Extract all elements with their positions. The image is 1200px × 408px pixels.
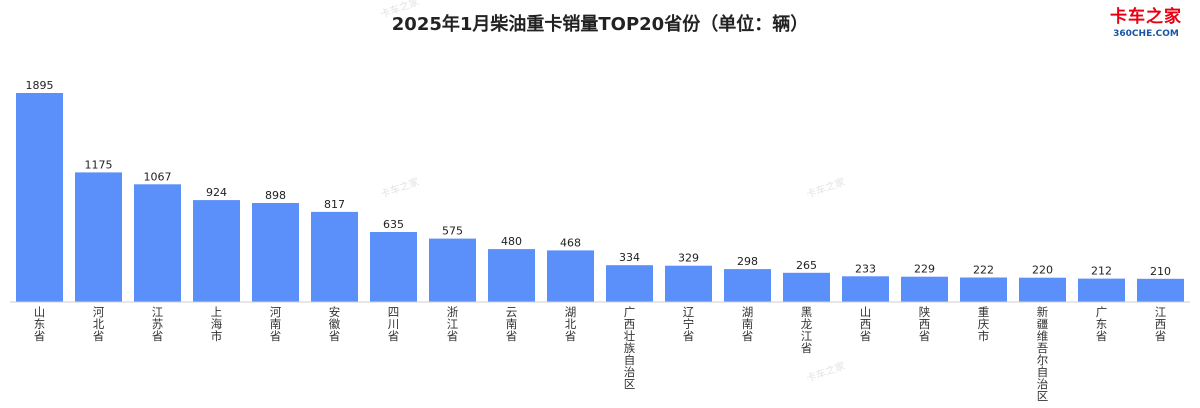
value-label-2: 1175 (85, 158, 113, 171)
bar-4 (193, 200, 240, 302)
bar-9 (488, 249, 535, 302)
category-label-9: 云南省 (506, 305, 518, 343)
bar-11 (606, 265, 653, 302)
value-label-1: 1895 (26, 79, 54, 92)
value-labels-group: 1895 1175 1067 924 898 817 635 575 480 468 334 329 2… (26, 79, 1172, 278)
category-label-4: 上海市 (211, 305, 223, 343)
category-label-7: 四川省 (388, 305, 400, 343)
category-label-10: 湖北省 (565, 305, 577, 343)
brand-logo: 卡车之家 360CHE.COM (1104, 6, 1188, 40)
value-label-13: 298 (737, 255, 758, 268)
value-label-8: 575 (442, 225, 463, 238)
bar-17 (960, 277, 1007, 302)
value-label-15: 233 (855, 262, 876, 275)
value-label-6: 817 (324, 198, 345, 211)
category-label-12: 辽宁省 (683, 305, 695, 343)
bars-group (16, 93, 1184, 302)
category-label-14: 黑龙江省 (801, 305, 813, 355)
category-label-19: 广东省 (1096, 305, 1108, 343)
bar-15 (842, 276, 889, 302)
bar-6 (311, 211, 358, 302)
bar-7 (370, 232, 417, 302)
category-label-13: 湖南省 (742, 305, 754, 343)
watermark-text: 卡车之家 (805, 359, 847, 385)
bar-19 (1078, 278, 1125, 302)
value-label-12: 329 (678, 252, 699, 265)
category-label-20: 江西省 (1155, 305, 1167, 343)
category-label-17: 重庆市 (978, 305, 990, 343)
category-label-1: 山东省 (34, 305, 46, 343)
category-label-11: 广西壮族自治区 (624, 305, 636, 391)
bar-12 (665, 265, 712, 302)
bar-16 (901, 276, 948, 302)
bar-3 (134, 184, 181, 302)
category-label-15: 山西省 (860, 305, 872, 343)
bar-5 (252, 203, 299, 302)
category-label-5: 河南省 (270, 305, 282, 343)
category-label-3: 江苏省 (152, 305, 164, 343)
value-label-20: 210 (1150, 265, 1171, 278)
category-label-18: 新疆维吾尔自治区 (1037, 305, 1049, 403)
watermark-text: 卡车之家 (379, 0, 421, 21)
category-label-6: 安徽省 (329, 305, 341, 343)
value-label-19: 212 (1091, 265, 1112, 278)
bar-18 (1019, 277, 1066, 302)
bar-14 (783, 272, 830, 302)
value-label-7: 635 (383, 218, 404, 231)
value-label-16: 229 (914, 263, 935, 276)
watermark-text: 卡车之家 (379, 175, 421, 201)
value-label-10: 468 (560, 236, 581, 249)
category-labels-group: 山东省 河北省 江苏省 上海市 河南省 安徽省 四川省 浙江省 云南省 湖北省 广西壮族自治区 辽宁省… (34, 305, 1167, 403)
value-label-5: 898 (265, 189, 286, 202)
value-label-18: 220 (1032, 264, 1053, 277)
bar-1 (16, 93, 63, 302)
watermark-text: 卡车之家 (805, 175, 847, 201)
value-label-3: 1067 (144, 170, 172, 183)
category-label-16: 陕西省 (919, 305, 931, 343)
bar-8 (429, 238, 476, 302)
bar-20 (1137, 278, 1184, 302)
logo-site-text: 360CHE.COM (1113, 29, 1179, 39)
bar-2 (75, 172, 122, 302)
category-label-2: 河北省 (93, 305, 105, 343)
value-label-4: 924 (206, 186, 227, 199)
value-label-17: 222 (973, 264, 994, 277)
value-label-14: 265 (796, 259, 817, 272)
value-label-11: 334 (619, 251, 640, 264)
value-label-9: 480 (501, 235, 522, 248)
category-label-8: 浙江省 (447, 305, 459, 343)
logo-brand-text: 卡车之家 (1110, 7, 1182, 27)
bar-13 (724, 269, 771, 302)
bar-10 (547, 250, 594, 302)
chart-title: 2025年1月柴油重卡销量TOP20省份（单位：辆） (391, 14, 809, 35)
